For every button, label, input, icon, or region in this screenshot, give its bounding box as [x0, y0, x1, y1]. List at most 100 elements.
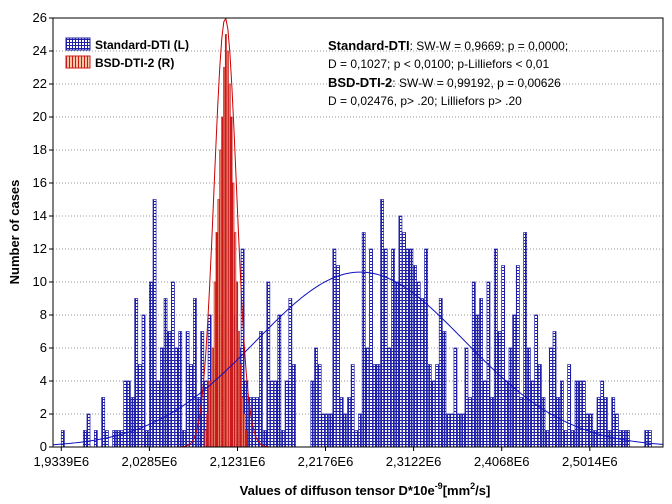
standard-dti-bar	[325, 413, 329, 447]
standard-dti-bar	[424, 248, 428, 447]
standard-dti-bar	[328, 413, 333, 447]
standard-dti-bar	[482, 380, 487, 447]
standard-dti-bar	[534, 314, 539, 447]
y-tick-label: 12	[33, 241, 47, 256]
standard-dti-bar	[314, 347, 318, 447]
y-tick-label: 0	[40, 439, 47, 454]
standard-dti-bar	[259, 331, 263, 447]
standard-dti-normal-fit	[53, 271, 663, 446]
y-tick-label: 22	[33, 76, 47, 91]
standard-dti-bar	[281, 430, 285, 447]
standard-dti-bar	[420, 298, 425, 447]
standard-dti-bar	[189, 364, 194, 447]
standard-dti-bar	[262, 430, 267, 447]
standard-dti-bar	[530, 380, 535, 447]
standard-dti-bar	[82, 430, 87, 447]
standard-dti-bar	[174, 347, 179, 447]
y-tick-label: 18	[33, 142, 47, 157]
legend-swatch-standard-dti	[65, 37, 91, 51]
standard-dti-bar	[369, 248, 373, 447]
legend-item-bsd-dti-2: BSD-DTI-2 (R)	[65, 55, 174, 70]
standard-dti-bar	[387, 347, 392, 447]
y-tick-label: 20	[33, 109, 47, 124]
standard-dti-bar	[409, 248, 414, 447]
standard-dti-bar	[171, 281, 175, 447]
standard-dti-bar	[581, 380, 586, 447]
legend-swatch-bsd-dti-2	[65, 55, 91, 69]
standard-dti-bar	[163, 298, 168, 447]
standard-dti-bar	[596, 397, 601, 447]
series-bsd-dti-2-bars	[204, 34, 248, 447]
standard-dti-bar	[339, 397, 344, 447]
plot-frame	[52, 17, 664, 448]
standard-dti-bar	[115, 430, 120, 447]
bsd-dti-2-bar	[204, 430, 207, 447]
bsd-dti-2-bar	[241, 397, 244, 447]
standard-dti-bar	[622, 430, 627, 447]
standard-dti-bar	[471, 281, 476, 447]
standard-dti-bar	[130, 397, 135, 447]
standard-dti-bar	[515, 265, 520, 447]
standard-dti-bar	[354, 430, 359, 447]
standard-dti-bar	[541, 397, 546, 447]
standard-dti-bar	[255, 397, 260, 447]
bsd-dti-2-bar	[237, 331, 240, 447]
standard-dti-bar	[156, 380, 161, 447]
y-tick-label: 10	[33, 274, 47, 289]
standard-dti-bar	[200, 331, 205, 447]
standard-dti-bar	[537, 364, 542, 447]
bsd-dti-2-bar	[224, 34, 227, 447]
standard-dti-bar	[93, 430, 98, 447]
standard-dti-bar	[457, 413, 461, 447]
bsd-dti-2-bar	[245, 430, 248, 447]
y-axis-title: Number of cases	[7, 180, 22, 285]
standard-dti-bar	[648, 430, 652, 447]
standard-dti-bar	[248, 397, 252, 447]
standard-dti-bar	[413, 265, 417, 447]
annotation-standard-dti-line2: D = 0,1027; p < 0,0100; p-Lilliefors < 0…	[328, 57, 549, 71]
standard-dti-bar	[350, 364, 355, 447]
x-tick-label: 2,5014E6	[562, 454, 618, 469]
x-tick-label: 1,9339E6	[33, 454, 89, 469]
standard-dti-bar	[372, 364, 377, 447]
standard-dti-bar	[435, 364, 439, 447]
standard-dti-bar	[438, 298, 443, 447]
standard-dti-bar	[185, 331, 190, 447]
standard-dti-bar	[460, 413, 465, 447]
standard-dti-bar	[347, 397, 351, 447]
bsd-dti-2-bar	[206, 413, 209, 447]
standard-dti-bar	[178, 331, 183, 447]
y-tick-label: 2	[40, 406, 47, 421]
standard-dti-bar	[431, 380, 436, 447]
standard-dti-bar	[589, 413, 594, 447]
bsd-dti-2-bar	[230, 116, 233, 447]
legend: Standard-DTI (L) BSD-DTI-2 (R)	[65, 37, 189, 70]
standard-dti-bar	[160, 347, 164, 447]
standard-dti-bar	[402, 232, 406, 447]
bsd-dti-2-bar	[213, 281, 216, 447]
standard-dti-bar	[141, 314, 146, 447]
legend-label-bsd-dti-2: BSD-DTI-2 (R)	[95, 56, 174, 70]
standard-dti-bar	[559, 380, 564, 447]
standard-dti-bar	[251, 397, 256, 447]
standard-dti-bar	[493, 248, 498, 447]
standard-dti-bar	[343, 413, 348, 447]
bsd-dti-2-bar	[221, 116, 224, 447]
bsd-dti-2-bar	[215, 232, 218, 447]
y-tick-label: 4	[40, 373, 47, 388]
bsd-dti-2-bar	[226, 50, 229, 447]
y-tick-label: 16	[33, 175, 47, 190]
standard-dti-bar	[449, 413, 454, 447]
standard-dti-bar	[552, 331, 557, 447]
x-tick-label: 2,2176E6	[298, 454, 354, 469]
standard-dti-bar	[512, 314, 517, 447]
standard-dti-bar	[152, 199, 157, 447]
x-tick-label: 2,1231E6	[210, 454, 266, 469]
standard-dti-bar	[112, 430, 117, 447]
standard-dti-bar	[504, 380, 509, 447]
series-standard-dti-bars	[60, 199, 652, 447]
standard-dti-bar	[523, 232, 528, 447]
y-tick-label: 8	[40, 307, 47, 322]
standard-dti-bar	[104, 430, 109, 447]
standard-dti-bar	[182, 430, 186, 447]
